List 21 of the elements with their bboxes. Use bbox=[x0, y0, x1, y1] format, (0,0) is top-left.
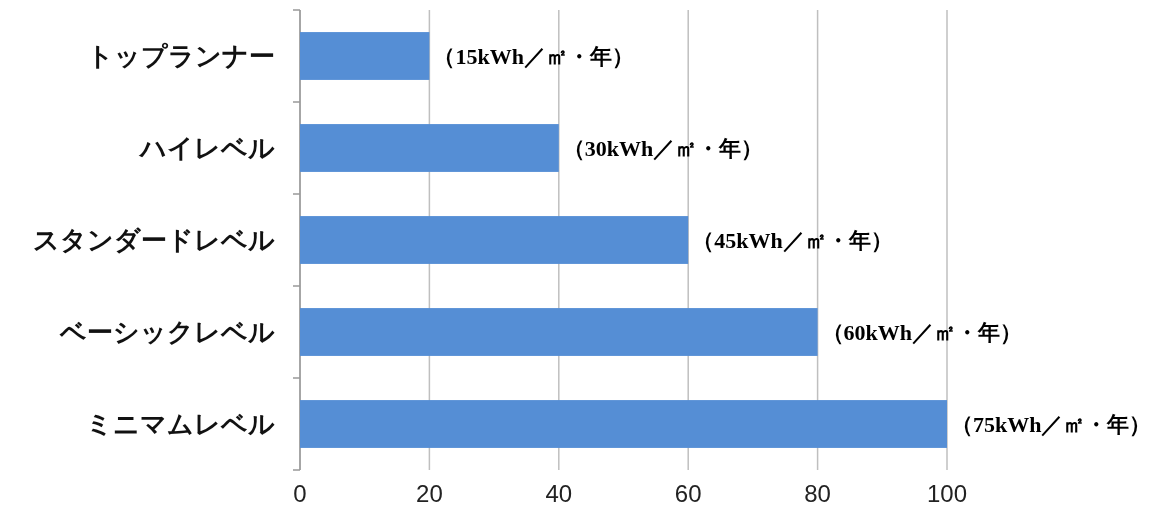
bar bbox=[300, 216, 689, 264]
y-tick-label: ハイレベル bbox=[138, 133, 275, 163]
bar bbox=[300, 400, 947, 448]
x-tick-label: 100 bbox=[926, 480, 968, 507]
annotation: （30kWh／㎡・年） bbox=[562, 136, 764, 161]
x-tick-label: 60 bbox=[674, 480, 702, 507]
annotation: （75kWh／㎡・年） bbox=[951, 412, 1152, 437]
x-tick-label: 0 bbox=[293, 480, 307, 507]
x-tick-label: 80 bbox=[804, 480, 831, 507]
bar bbox=[300, 32, 430, 80]
x-tick-label: 20 bbox=[416, 480, 443, 507]
annotation: （15kWh／㎡・年） bbox=[433, 44, 634, 69]
bar bbox=[300, 308, 818, 356]
y-tick-label: ベーシックレベル bbox=[59, 317, 275, 347]
y-tick-label: スタンダードレベル bbox=[33, 225, 275, 255]
bar bbox=[300, 124, 559, 172]
annotation: （60kWh／㎡・年） bbox=[821, 320, 1023, 345]
y-tick-label: ミニマムレベル bbox=[86, 409, 275, 439]
x-tick-label: 40 bbox=[545, 480, 573, 507]
y-tick-label: トップランナー bbox=[87, 41, 275, 71]
annotation: （45kWh／㎡・年） bbox=[692, 228, 893, 253]
